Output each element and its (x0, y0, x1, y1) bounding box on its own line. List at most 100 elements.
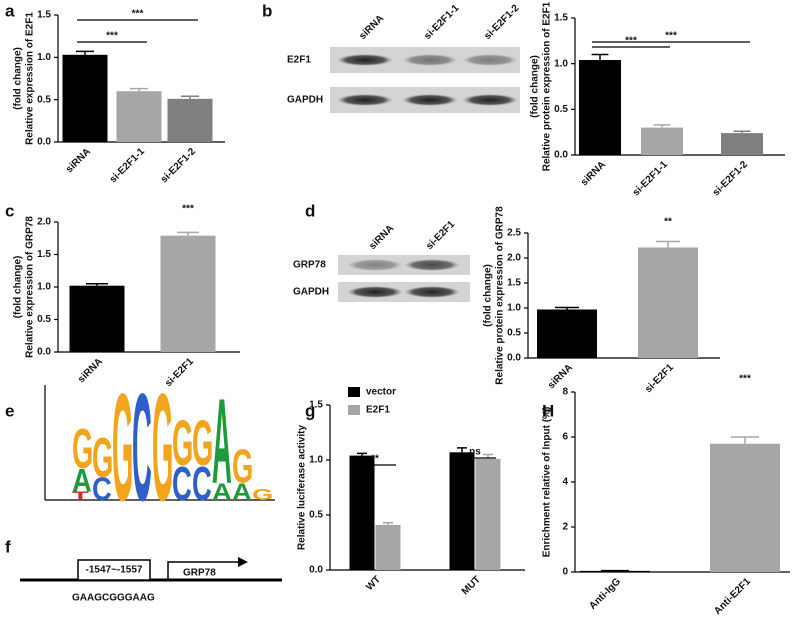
bar (641, 127, 683, 155)
y-axis-label: (fold change) (13, 47, 24, 110)
significance-label: ** (371, 454, 379, 465)
significance-label: *** (625, 36, 637, 47)
y-tick-label: 0.5 (309, 510, 323, 521)
bar (638, 247, 698, 358)
y-tick-label: 0.5 (37, 94, 51, 105)
legend-swatch (348, 387, 360, 397)
y-tick-label: 0.5 (37, 314, 51, 325)
error-bar (555, 306, 579, 310)
tss-arrow (167, 561, 240, 580)
y-tick-label: 0 (562, 567, 568, 578)
error-bar (130, 87, 148, 92)
logo-letter: G (92, 427, 113, 489)
y-tick-label: 1.5 (554, 13, 568, 24)
logo-letter: G (172, 408, 193, 480)
y-axis-label: Relative expression of GRP78 (25, 216, 36, 358)
bar (580, 570, 650, 572)
logo-letter: A (212, 479, 232, 505)
y-tick-label: 0.0 (37, 347, 51, 358)
logo-letter: G (112, 362, 133, 533)
x-tick-label: WT (364, 574, 383, 593)
y-axis-label: Relative expression of E2F1 (25, 12, 36, 145)
logo-letter: G (252, 486, 273, 504)
bar (449, 452, 475, 570)
y-axis-label: Relative protein expression of E2F1 (542, 1, 553, 171)
x-tick-label: siRNA (64, 146, 93, 175)
bar (537, 309, 597, 358)
significance-label: *** (182, 204, 194, 215)
blot-lane-label: siRNA (367, 223, 396, 252)
blot-band (402, 94, 458, 106)
panel-label: a (5, 1, 15, 20)
bar (375, 524, 401, 570)
site-box (77, 559, 151, 581)
bar (721, 133, 763, 155)
blot-band (404, 259, 460, 271)
logo-letter: G (152, 362, 173, 533)
arrow-head (238, 557, 248, 567)
bar (116, 91, 162, 142)
y-tick-label: 2.0 (507, 253, 521, 264)
y-tick-label: 2.0 (37, 217, 51, 228)
y-tick-label: 4 (562, 477, 568, 488)
significance-label: ** (664, 217, 672, 228)
y-tick-label: 6 (562, 432, 568, 443)
blot-row-label: GAPDH (293, 287, 329, 298)
blot-lane-label: si-E2F1-1 (422, 2, 462, 42)
y-tick-label: 0.0 (309, 565, 323, 576)
x-tick-label: MUT (460, 574, 483, 597)
y-tick-label: 1.5 (507, 278, 521, 289)
y-tick-label: 1.5 (309, 400, 323, 411)
logo-letter: C (92, 472, 112, 508)
legend-label: vector (366, 387, 396, 398)
y-tick-label: 0.5 (554, 104, 568, 115)
blot-row-label: GAPDH (287, 95, 323, 106)
blot-band (462, 54, 518, 66)
panel-label: g (305, 401, 315, 420)
legend-label: E2F1 (366, 405, 390, 416)
sequence-label: GAAGCGGGAAG (72, 593, 155, 604)
error-bar (76, 50, 94, 55)
bar (62, 54, 108, 142)
site-label: -1547~-1557 (86, 565, 143, 576)
blot-band (402, 54, 458, 66)
y-tick-label: 2 (562, 522, 568, 533)
bar (579, 60, 621, 155)
blot-band (347, 259, 403, 271)
y-axis-label: Relative protein expression of GRP78 (495, 206, 506, 385)
error-bar (86, 283, 108, 286)
x-tick-label: si-E2F1-2 (711, 159, 751, 199)
bar (167, 98, 213, 142)
logo-letter: G (72, 418, 93, 480)
bar (475, 458, 501, 570)
bar (349, 455, 375, 570)
x-tick-label: Anti-E2F1 (712, 576, 753, 617)
y-tick-label: 8 (562, 387, 568, 398)
blot-band (337, 54, 393, 66)
panel-label: e (5, 401, 14, 420)
y-axis-label: (fold change) (13, 256, 24, 319)
y-tick-label: 2.5 (507, 228, 521, 239)
y-tick-label: 1.0 (37, 282, 51, 293)
significance-label: *** (739, 374, 751, 385)
y-tick-label: 0.0 (554, 150, 568, 161)
y-tick-label: 1.0 (554, 58, 568, 69)
error-bar (383, 521, 393, 525)
significance-label: *** (132, 9, 144, 20)
x-tick-label: siRNA (76, 356, 105, 385)
error-bar (653, 124, 671, 128)
blot-lane-label: siRNA (357, 13, 386, 42)
y-tick-label: 0.5 (507, 328, 521, 339)
logo-letter: G (232, 440, 253, 494)
y-axis-label: Relative luciferase activity (297, 425, 308, 551)
logo-letter: A (72, 463, 92, 499)
panel-label: d (305, 201, 315, 220)
error-bar (357, 452, 367, 456)
panel-label: b (262, 1, 272, 20)
logo-letter: C (192, 457, 212, 511)
panel-label: f (5, 537, 11, 556)
error-bar (457, 447, 467, 453)
logo-letter: A (212, 374, 232, 509)
y-tick-label: 1.0 (37, 52, 51, 63)
